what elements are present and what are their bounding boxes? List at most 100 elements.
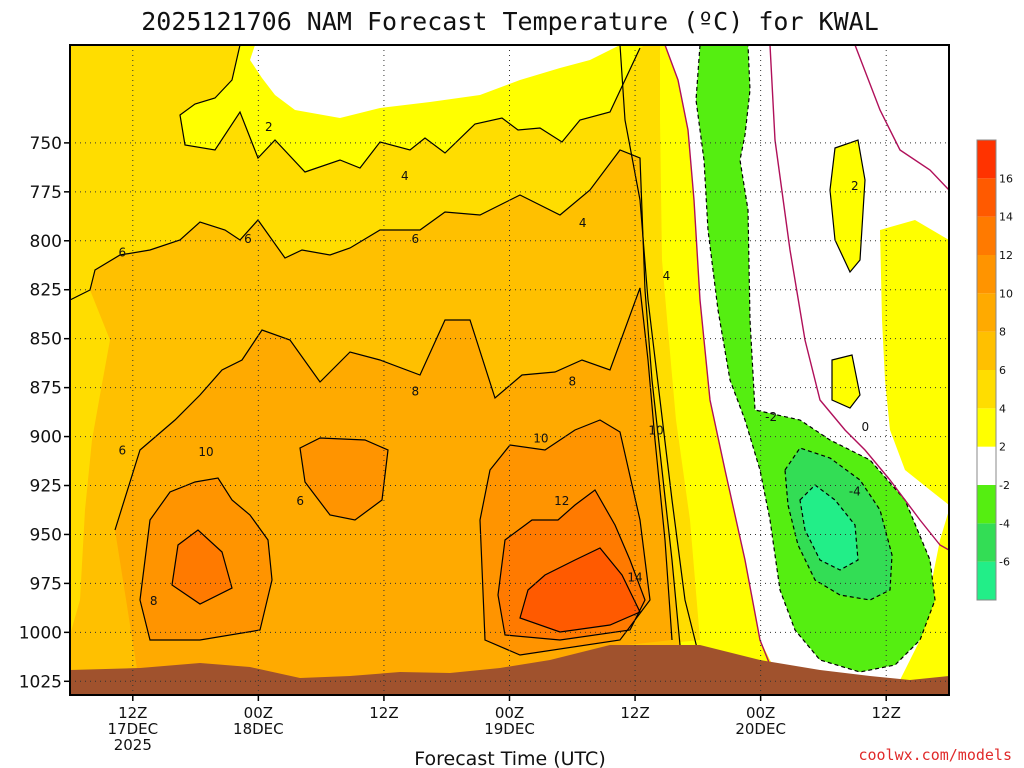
contour-label: 6	[244, 232, 252, 246]
y-tick-label: 750	[30, 134, 62, 154]
colorbar-swatch	[977, 561, 996, 600]
band-2-4-east	[830, 140, 865, 272]
band-0-2-upper	[250, 45, 620, 118]
x-tick-label: 2025	[114, 736, 152, 754]
contour-label: 4	[579, 216, 587, 230]
colorbar-tick-label: 10	[999, 287, 1013, 300]
y-tick-label: 825	[30, 281, 62, 301]
colorbar-swatch	[977, 408, 996, 447]
colorbar-tick-label: -4	[999, 517, 1010, 530]
contour-label: 2	[851, 179, 859, 193]
contour-label: 6	[412, 232, 420, 246]
colorbar-swatch	[977, 446, 996, 485]
colorbar-tick-label: -2	[999, 479, 1010, 492]
x-tick-label: 00Z	[244, 704, 273, 722]
colorbar-tick-label: 14	[999, 211, 1013, 224]
contour-12a	[171, 529, 233, 605]
credit-text: coolwx.com/models	[858, 746, 1012, 764]
contour-10a	[139, 477, 273, 641]
colorbar-swatch	[977, 485, 996, 524]
grid-lines	[70, 45, 949, 695]
colorbar-swatch	[977, 216, 996, 255]
x-axis-label: Forecast Time (UTC)	[414, 748, 605, 768]
contour-label: 8	[568, 375, 576, 389]
y-tick-label: 775	[30, 183, 62, 203]
y-tick-label: 925	[30, 477, 62, 497]
band-14-16	[520, 548, 640, 632]
y-tick-label: 975	[30, 574, 62, 594]
contour-label: 4	[663, 269, 671, 283]
colorbar-swatch	[977, 140, 996, 179]
band-12-14	[172, 530, 232, 604]
x-tick-label: 12Z	[369, 704, 398, 722]
contour-label: 6	[119, 443, 127, 457]
contour-label: 10	[533, 432, 548, 446]
contour-label: 2	[265, 120, 273, 134]
colorbar-swatch	[977, 178, 996, 217]
contour-2-east	[829, 139, 866, 274]
contour-2	[619, 45, 701, 661]
contour-14	[519, 547, 641, 633]
y-axis: 750 775 800 825 850 875 900 925 950 975 1000 1025	[19, 134, 70, 692]
band-10-12-b	[300, 438, 388, 520]
contour-minus6	[799, 484, 859, 571]
colorbar-swatch	[977, 331, 996, 370]
colorbar-tick-label: 8	[999, 326, 1006, 339]
y-tick-label: 875	[30, 379, 62, 399]
contour-12b	[497, 489, 646, 641]
x-tick-label: 00Z	[746, 704, 775, 722]
contour-0	[664, 45, 781, 691]
x-tick-label: 12Z	[118, 704, 147, 722]
colorbar-tick-label: 4	[999, 402, 1006, 415]
band-2-4-east-c	[832, 355, 860, 408]
band-2-4-east-b	[880, 220, 949, 505]
contour-label: 10	[648, 424, 663, 438]
colorbar: -6 -4 -2 2 4 6 8 10 12 14 16	[976, 139, 1013, 601]
y-tick-label: 800	[30, 232, 62, 252]
contour-label: -2	[765, 410, 777, 424]
y-tick-label: 950	[30, 525, 62, 545]
contour-4	[179, 45, 641, 173]
contour-label: 8	[150, 594, 158, 608]
contour-label: 14	[627, 571, 642, 585]
contour-label: 6	[119, 246, 127, 260]
contour-label: 12	[554, 494, 569, 508]
x-tick-label: 17DEC	[107, 720, 158, 738]
colorbar-tick-label: 16	[999, 172, 1013, 185]
contour-minus4	[784, 447, 893, 601]
contour-label: 8	[412, 385, 420, 399]
x-tick-label: 19DEC	[484, 720, 535, 738]
colorbar-swatch	[977, 523, 996, 562]
colorbar-tick-label: 6	[999, 364, 1006, 377]
colorbar-swatch	[977, 293, 996, 332]
contour-minus2	[695, 45, 936, 673]
colorbar-tick-label: 2	[999, 441, 1006, 454]
contour-0-east-b	[854, 45, 949, 191]
contour-label: -4	[849, 484, 861, 498]
contour-10b	[299, 437, 389, 521]
contour-0-east	[769, 45, 949, 551]
colorbar-swatch	[977, 255, 996, 294]
contour-8	[114, 287, 673, 641]
colorbar-frame	[976, 139, 997, 601]
contour-labels: 2 4 6 6 6 4 4 8 8 6 10 10 10 6 12 14 8 -2 0 -4 2	[119, 120, 870, 608]
x-tick-label: 12Z	[872, 704, 901, 722]
contour-2-east-b	[831, 354, 861, 409]
x-tick-label: 20DEC	[735, 720, 786, 738]
plot-area: 2 4 6 6 6 4 4 8 8 6 10 10 10 6 12 14 8 -2 0 -4 2	[70, 45, 949, 695]
contour-label: 4	[401, 169, 409, 183]
x-tick-label: 00Z	[495, 704, 524, 722]
colorbar-tick-label: 12	[999, 249, 1013, 262]
y-tick-label: 1000	[19, 623, 62, 643]
contour-label: 10	[198, 445, 213, 459]
chart-title: 2025121706 NAM Forecast Temperature (ºC)…	[141, 7, 879, 36]
colorbar-swatch	[977, 370, 996, 409]
y-tick-label: 900	[30, 428, 62, 448]
y-tick-label: 850	[30, 330, 62, 350]
x-tick-label: 18DEC	[233, 720, 284, 738]
colorbar-tick-label: -6	[999, 556, 1010, 569]
y-tick-label: 1025	[19, 672, 62, 692]
contour-label: 0	[861, 420, 869, 434]
